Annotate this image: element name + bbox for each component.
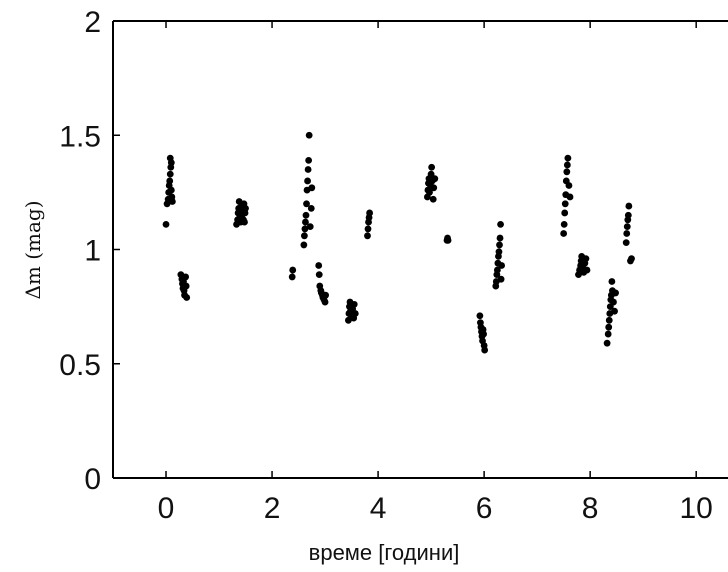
x-axis-label: време [години] bbox=[309, 540, 460, 565]
data-point bbox=[560, 220, 568, 228]
data-point bbox=[288, 273, 296, 281]
data-point bbox=[605, 323, 613, 331]
data-point bbox=[350, 300, 358, 308]
data-point bbox=[430, 184, 438, 192]
data-point bbox=[480, 330, 487, 338]
x-tick-label: 2 bbox=[264, 492, 281, 525]
data-point bbox=[301, 225, 309, 233]
data-point bbox=[182, 273, 190, 281]
x-tick-label: 8 bbox=[582, 492, 599, 525]
data-point bbox=[628, 255, 635, 263]
data-point bbox=[608, 278, 616, 285]
data-point bbox=[307, 204, 315, 212]
data-point bbox=[166, 177, 174, 185]
data-point bbox=[168, 198, 176, 205]
data-point bbox=[305, 156, 313, 164]
data-point bbox=[566, 193, 574, 201]
data-point bbox=[497, 275, 505, 283]
data-point bbox=[162, 220, 170, 228]
data-point bbox=[610, 298, 617, 306]
data-point bbox=[564, 154, 572, 162]
data-point bbox=[493, 266, 501, 274]
data-point bbox=[496, 241, 503, 249]
data-point bbox=[242, 204, 249, 212]
data-point bbox=[563, 161, 571, 169]
data-point bbox=[304, 177, 311, 185]
data-point bbox=[426, 188, 433, 196]
data-point bbox=[302, 211, 310, 219]
data-point bbox=[166, 170, 174, 178]
data-point bbox=[302, 218, 309, 226]
data-point bbox=[305, 131, 313, 139]
x-tick-label: 10 bbox=[680, 492, 713, 525]
data-point bbox=[241, 218, 248, 226]
data-point bbox=[603, 339, 611, 347]
data-point bbox=[623, 223, 631, 231]
data-point bbox=[431, 175, 439, 183]
data-point bbox=[182, 282, 190, 290]
axis-ticks: 0 2 4 6 8 10 0 0.5 1 1.5 2 bbox=[59, 6, 713, 525]
data-point bbox=[428, 163, 436, 171]
data-point bbox=[622, 239, 630, 247]
data-point bbox=[364, 232, 371, 240]
data-point bbox=[476, 312, 484, 320]
plot-area bbox=[112, 20, 728, 479]
data-point bbox=[322, 291, 329, 299]
data-point bbox=[561, 200, 569, 208]
data-point bbox=[315, 262, 323, 269]
data-point bbox=[321, 298, 329, 306]
y-axis-label: Δm (mag) bbox=[21, 200, 45, 299]
data-point bbox=[561, 209, 569, 217]
data-point bbox=[366, 209, 374, 217]
data-points bbox=[162, 131, 635, 354]
data-point bbox=[481, 346, 489, 354]
data-point bbox=[289, 266, 297, 274]
data-point bbox=[498, 262, 506, 269]
data-point bbox=[624, 211, 632, 219]
data-point bbox=[427, 170, 435, 178]
data-point bbox=[583, 266, 591, 274]
x-tick-label: 0 bbox=[158, 492, 175, 525]
y-tick-label: 1 bbox=[84, 235, 101, 268]
data-point bbox=[582, 255, 590, 263]
data-point bbox=[364, 225, 372, 233]
data-point bbox=[495, 248, 503, 256]
x-tick-label: 4 bbox=[370, 492, 387, 525]
data-point bbox=[605, 316, 613, 324]
data-point bbox=[563, 168, 571, 176]
data-point bbox=[166, 154, 174, 162]
data-point bbox=[496, 234, 504, 242]
data-point bbox=[183, 294, 191, 301]
data-point bbox=[315, 271, 323, 279]
data-point bbox=[303, 200, 310, 208]
y-tick-label: 0 bbox=[84, 463, 101, 496]
y-tick-label: 0.5 bbox=[59, 349, 101, 382]
data-point bbox=[308, 184, 316, 192]
data-point bbox=[306, 223, 314, 231]
data-point bbox=[604, 330, 612, 338]
y-tick-label: 1.5 bbox=[59, 120, 101, 153]
data-point bbox=[351, 310, 359, 317]
data-point bbox=[497, 220, 504, 228]
data-point bbox=[611, 307, 618, 315]
data-point bbox=[612, 289, 620, 297]
data-point bbox=[300, 241, 308, 249]
data-point bbox=[565, 182, 573, 189]
data-point bbox=[304, 166, 312, 173]
data-point bbox=[300, 232, 308, 240]
data-point bbox=[167, 186, 175, 194]
data-point bbox=[444, 236, 452, 244]
y-tick-label: 2 bbox=[84, 6, 101, 39]
data-point bbox=[429, 195, 437, 203]
data-point bbox=[560, 230, 568, 237]
data-point bbox=[625, 202, 633, 210]
data-point bbox=[623, 230, 631, 237]
x-tick-label: 6 bbox=[476, 492, 493, 525]
